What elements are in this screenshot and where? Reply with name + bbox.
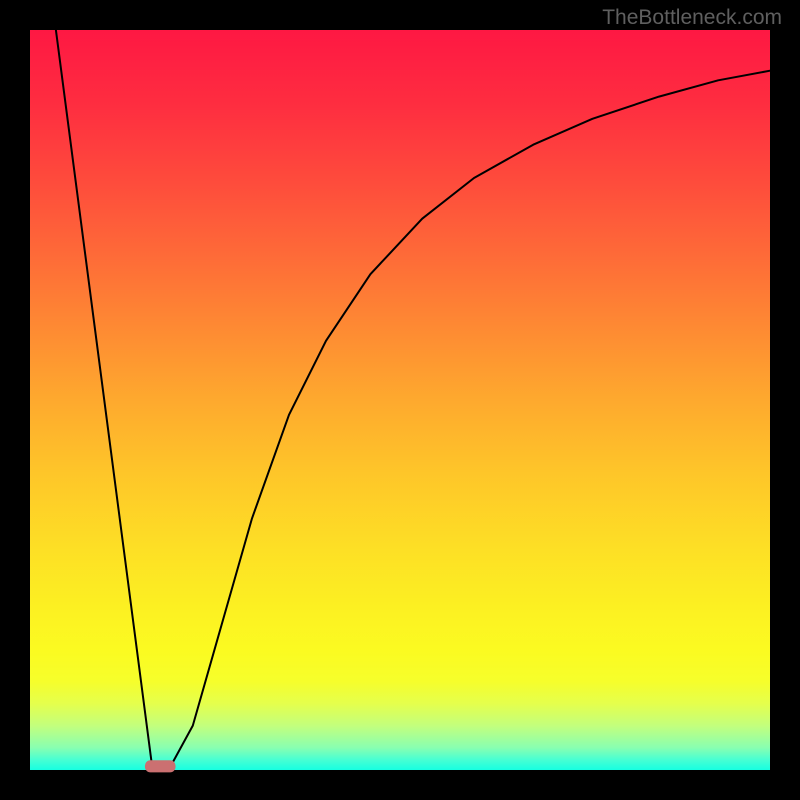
bottleneck-chart: TheBottleneck.com [0,0,800,800]
watermark-text: TheBottleneck.com [602,6,782,30]
chart-svg [0,0,800,800]
